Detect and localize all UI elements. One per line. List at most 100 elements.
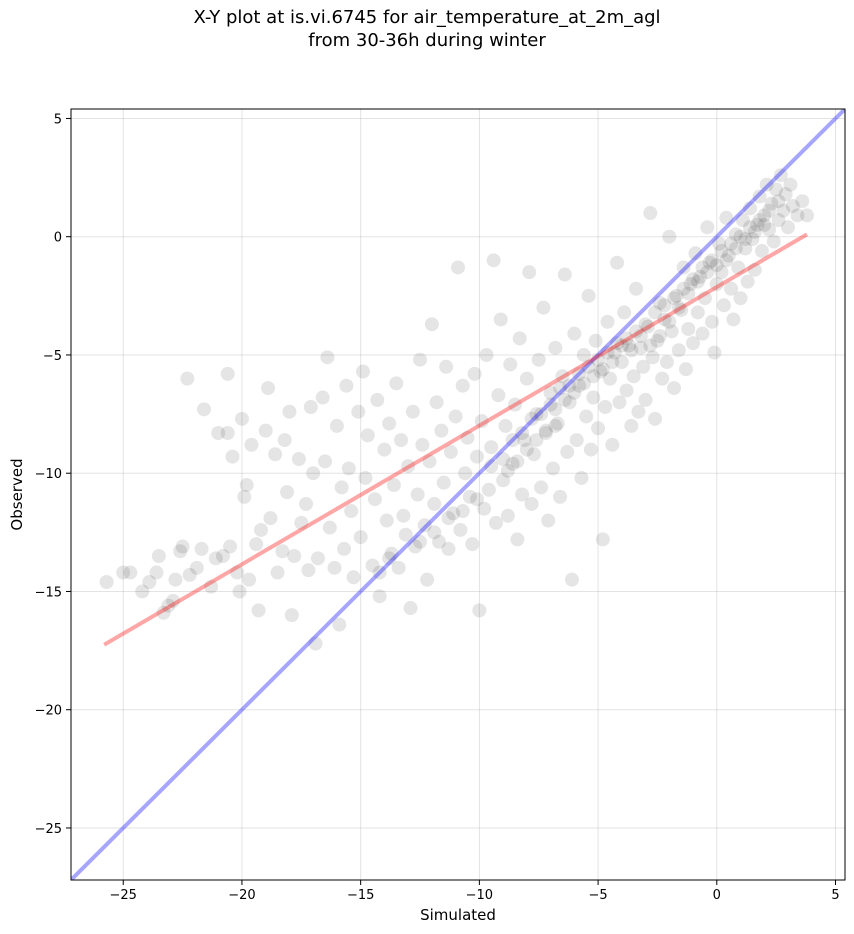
- data-point: [662, 314, 677, 329]
- data-point: [769, 182, 784, 197]
- data-point: [681, 286, 696, 301]
- data-point: [645, 350, 660, 365]
- data-point: [258, 423, 273, 438]
- data-point: [574, 470, 589, 485]
- x-tick-label: −25: [110, 888, 137, 903]
- data-point: [446, 506, 461, 521]
- data-point: [534, 480, 549, 495]
- data-point: [614, 338, 629, 353]
- data-point: [695, 260, 710, 275]
- data-point: [690, 305, 705, 320]
- grid: [71, 109, 845, 880]
- data-point: [740, 274, 755, 289]
- data-point: [781, 220, 796, 235]
- data-point: [579, 409, 594, 424]
- data-point: [156, 605, 171, 620]
- data-point: [427, 496, 442, 511]
- data-point: [382, 416, 397, 431]
- data-point: [498, 418, 513, 433]
- data-point: [337, 541, 352, 556]
- data-point: [432, 534, 447, 549]
- data-point: [496, 452, 511, 467]
- data-point: [721, 248, 736, 263]
- data-point: [135, 584, 150, 599]
- y-tick-label: 5: [54, 112, 62, 127]
- y-tick-label: −15: [35, 585, 62, 600]
- y-tick-label: 0: [54, 231, 62, 246]
- data-point: [683, 277, 698, 292]
- data-point: [360, 428, 375, 443]
- data-point: [581, 359, 596, 374]
- data-point: [636, 359, 651, 374]
- data-point: [151, 548, 166, 563]
- data-point: [230, 565, 245, 580]
- x-tick-label: −20: [228, 888, 255, 903]
- data-point: [123, 565, 138, 580]
- data-point: [595, 532, 610, 547]
- data-point: [771, 194, 786, 209]
- data-point: [538, 423, 553, 438]
- data-point: [175, 539, 190, 554]
- x-tick-label: −10: [466, 888, 493, 903]
- data-point: [263, 511, 278, 526]
- data-point: [237, 489, 252, 504]
- data-point: [396, 508, 411, 523]
- data-point: [735, 213, 750, 228]
- data-point: [564, 572, 579, 587]
- data-point: [401, 459, 416, 474]
- data-point: [783, 177, 798, 192]
- data-point: [612, 395, 627, 410]
- data-point: [211, 426, 226, 441]
- data-point: [220, 366, 235, 381]
- data-point: [427, 525, 442, 540]
- data-point: [550, 416, 565, 431]
- data-point: [517, 433, 532, 448]
- data-point: [472, 603, 487, 618]
- data-point: [182, 567, 197, 582]
- data-point: [591, 421, 606, 436]
- data-point: [595, 362, 610, 377]
- data-point: [486, 253, 501, 268]
- data-point: [251, 603, 266, 618]
- data-point: [465, 537, 480, 552]
- data-point: [759, 177, 774, 192]
- data-point: [526, 447, 541, 462]
- data-point: [709, 277, 724, 292]
- data-point: [605, 355, 620, 370]
- data-point: [676, 260, 691, 275]
- data-point: [593, 364, 608, 379]
- data-point: [586, 369, 601, 384]
- data-point: [714, 265, 729, 280]
- data-point: [474, 414, 489, 429]
- data-point: [652, 329, 667, 344]
- data-point: [588, 333, 603, 348]
- data-point: [275, 544, 290, 559]
- data-point: [681, 321, 696, 336]
- data-point: [204, 579, 219, 594]
- data-point: [638, 392, 653, 407]
- data-point: [605, 437, 620, 452]
- data-point: [439, 359, 454, 374]
- data-point: [657, 312, 672, 327]
- data-point: [479, 347, 494, 362]
- data-point: [515, 426, 530, 441]
- data-point: [303, 399, 318, 414]
- data-point: [208, 551, 223, 566]
- data-point: [591, 352, 606, 367]
- chart-title: X-Y plot at is.vi.6745 for air_temperatu…: [193, 7, 661, 28]
- data-point: [650, 333, 665, 348]
- data-point: [745, 232, 760, 247]
- x-tick-label: −5: [588, 888, 607, 903]
- data-point: [507, 397, 522, 412]
- y-tick-label: −10: [35, 467, 62, 482]
- data-point: [370, 392, 385, 407]
- y-tick-label: −20: [35, 704, 62, 719]
- data-point: [583, 442, 598, 457]
- data-point: [469, 449, 484, 464]
- data-point: [693, 269, 708, 284]
- data-point: [434, 423, 449, 438]
- data-point: [548, 418, 563, 433]
- data-point: [239, 478, 254, 493]
- data-point: [576, 347, 591, 362]
